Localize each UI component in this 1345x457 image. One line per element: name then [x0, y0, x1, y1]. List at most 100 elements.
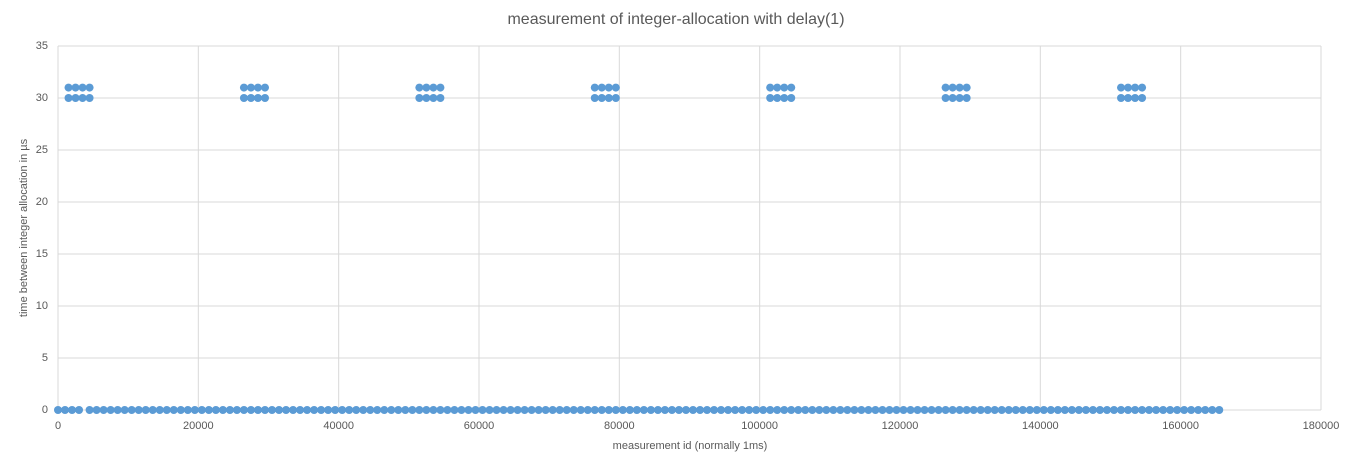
point: [232, 406, 241, 414]
x-tick-label: 180000: [1303, 420, 1340, 432]
point: [415, 94, 424, 102]
point: [555, 406, 564, 414]
point: [1124, 406, 1133, 414]
point: [1039, 406, 1048, 414]
point: [766, 406, 775, 414]
point: [745, 406, 754, 414]
point: [450, 406, 459, 414]
point: [78, 83, 87, 92]
point: [934, 406, 943, 414]
point: [408, 406, 417, 414]
y-tick-label: 15: [36, 248, 48, 260]
point: [766, 94, 775, 102]
point: [1187, 406, 1196, 414]
point: [653, 406, 662, 414]
point: [1180, 406, 1189, 414]
point: [576, 406, 585, 414]
point: [225, 406, 234, 414]
point: [759, 406, 768, 414]
point: [717, 406, 726, 414]
point: [113, 406, 122, 414]
point: [731, 406, 740, 414]
point: [843, 406, 852, 414]
point: [282, 406, 291, 414]
point: [253, 94, 262, 102]
point: [520, 406, 529, 414]
x-tick-label: 60000: [464, 420, 495, 432]
point: [1166, 406, 1175, 414]
point: [338, 406, 347, 414]
point: [604, 83, 613, 92]
point: [1131, 94, 1140, 102]
point: [71, 94, 80, 102]
point: [422, 94, 431, 102]
point: [64, 83, 73, 92]
point: [1067, 406, 1076, 414]
point: [485, 406, 494, 414]
point: [211, 406, 220, 414]
x-tick-label: 160000: [1162, 420, 1199, 432]
point: [1053, 406, 1062, 414]
point: [990, 406, 999, 414]
point: [1046, 406, 1055, 414]
y-tick-label: 30: [36, 92, 48, 104]
point: [1117, 83, 1126, 92]
point: [611, 94, 620, 102]
point: [710, 406, 719, 414]
point: [878, 406, 887, 414]
point: [64, 94, 73, 102]
point: [366, 406, 375, 414]
x-tick-label: 100000: [741, 420, 778, 432]
point: [422, 83, 431, 92]
point: [134, 406, 143, 414]
point: [766, 83, 775, 92]
point: [260, 94, 269, 102]
point: [54, 406, 62, 414]
point: [1032, 406, 1041, 414]
point: [597, 406, 606, 414]
point: [773, 83, 782, 92]
point: [260, 83, 269, 92]
x-tick-label: 120000: [882, 420, 919, 432]
point: [1060, 406, 1069, 414]
point: [527, 406, 536, 414]
point: [190, 406, 199, 414]
point: [597, 94, 606, 102]
point: [1117, 94, 1126, 102]
y-axis-label: time between integer allocation in µs: [18, 138, 30, 317]
point: [618, 406, 627, 414]
point: [590, 83, 599, 92]
y-tick-label: 0: [42, 404, 48, 416]
point: [948, 94, 957, 102]
point: [373, 406, 382, 414]
point: [296, 406, 305, 414]
point: [85, 406, 94, 414]
point: [611, 83, 620, 92]
point: [1102, 406, 1111, 414]
point: [1208, 406, 1217, 414]
point: [1215, 406, 1224, 414]
point: [239, 83, 248, 92]
point: [590, 406, 599, 414]
point: [317, 406, 326, 414]
point: [1138, 94, 1147, 102]
x-axis-label: measurement id (normally 1ms): [613, 440, 768, 452]
point: [660, 406, 669, 414]
point: [246, 94, 255, 102]
y-tick-label: 20: [36, 196, 48, 208]
point: [436, 406, 445, 414]
point: [260, 406, 269, 414]
point: [892, 406, 901, 414]
point: [850, 406, 859, 414]
point: [478, 406, 487, 414]
point: [822, 406, 831, 414]
point: [787, 94, 796, 102]
point: [1131, 83, 1140, 92]
point: [927, 406, 936, 414]
point: [303, 406, 312, 414]
point: [829, 406, 838, 414]
point: [941, 94, 950, 102]
point: [464, 406, 473, 414]
chart-title: measurement of integer-allocation with d…: [507, 11, 844, 28]
point: [906, 406, 915, 414]
